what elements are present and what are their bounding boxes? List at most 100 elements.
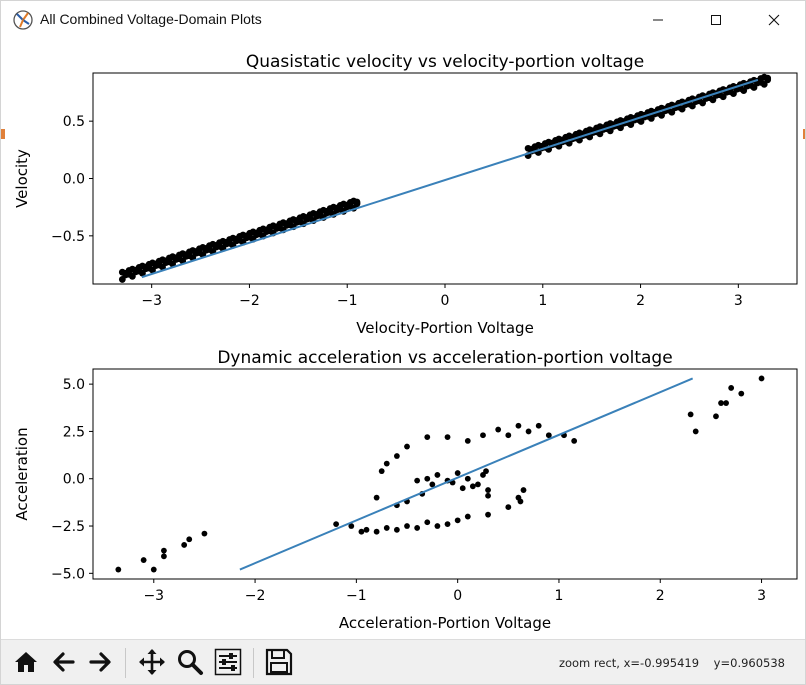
close-icon (768, 14, 780, 26)
x-tick-label: 0 (453, 588, 462, 604)
data-point (150, 566, 157, 573)
data-point (713, 413, 719, 420)
data-point (464, 513, 471, 520)
window-title: All Combined Voltage-Domain Plots (40, 11, 262, 27)
y-tick-label: −5.0 (51, 566, 85, 582)
data-point (723, 400, 729, 406)
data-point (140, 557, 147, 563)
back-arrow-icon (53, 652, 75, 672)
pan-icon (139, 649, 165, 675)
toolbar-separator (253, 648, 254, 678)
data-point (525, 428, 532, 435)
data-point (383, 525, 390, 531)
y-tick-label: 0.0 (63, 172, 85, 188)
maximize-icon (711, 15, 721, 25)
data-point (692, 428, 699, 435)
forward-button[interactable] (84, 646, 116, 678)
data-point (571, 437, 578, 444)
data-point (535, 422, 542, 429)
data-point (515, 422, 522, 429)
data-point (429, 481, 436, 488)
background-window-edge (803, 129, 805, 139)
data-point (404, 523, 410, 529)
data-point (424, 475, 431, 482)
x-tick-label: 2 (656, 588, 665, 604)
x-axis-label: Acceleration-Portion Voltage (339, 614, 551, 632)
data-point (348, 523, 355, 529)
pan-button[interactable] (136, 646, 168, 678)
x-tick-label: 2 (636, 293, 645, 309)
plot-area (118, 73, 772, 283)
y-axis-label: Velocity (13, 149, 31, 208)
zoom-icon (178, 650, 203, 675)
data-point (505, 432, 512, 439)
x-tick-label: 3 (757, 588, 766, 604)
zoom-button[interactable] (174, 646, 206, 678)
data-point (764, 74, 772, 82)
fit-line (239, 377, 694, 571)
data-point (495, 426, 502, 433)
data-point (393, 526, 400, 533)
x-axis-label: Velocity-Portion Voltage (356, 319, 534, 337)
data-point (378, 468, 385, 475)
data-point (393, 453, 400, 459)
data-point (383, 460, 390, 467)
data-point (424, 434, 431, 441)
data-point (358, 528, 365, 535)
velocity-chart: Quasistatic velocity vs velocity-portion… (13, 52, 798, 337)
minimize-button[interactable] (635, 1, 681, 39)
data-point (186, 536, 193, 543)
title-bar[interactable]: All Combined Voltage-Domain Plots (1, 1, 805, 39)
data-point (161, 553, 167, 560)
chart-title: Dynamic acceleration vs acceleration-por… (217, 348, 672, 368)
data-point (485, 511, 491, 518)
app-icon (13, 10, 33, 30)
data-point (464, 437, 471, 444)
forward-arrow-icon (89, 652, 111, 672)
close-button[interactable] (751, 1, 797, 39)
data-point (480, 432, 486, 439)
data-point (758, 375, 765, 382)
back-button[interactable] (48, 646, 80, 678)
x-tick-label: −3 (143, 588, 164, 604)
plot-area (115, 375, 765, 573)
data-point (485, 492, 491, 499)
maximize-button[interactable] (693, 1, 739, 39)
data-point (738, 390, 745, 397)
y-axis-label: Acceleration (13, 427, 31, 520)
data-point (687, 411, 694, 418)
x-tick-label: −1 (346, 588, 367, 604)
data-point (444, 521, 451, 528)
data-point (161, 547, 167, 554)
data-point (520, 487, 527, 493)
x-tick-label: −2 (245, 588, 266, 604)
y-tick-label: 0.0 (63, 472, 85, 488)
data-point (475, 481, 481, 488)
figure-svg[interactable]: Quasistatic velocity vs velocity-portion… (1, 39, 806, 639)
x-tick-label: 3 (734, 293, 743, 309)
x-tick-label: −1 (337, 293, 358, 309)
home-button[interactable] (10, 646, 42, 678)
save-button[interactable] (263, 646, 295, 678)
data-point (424, 519, 431, 526)
y-tick-label: −2.5 (51, 519, 85, 535)
figure-canvas[interactable]: Quasistatic velocity vs velocity-portion… (1, 39, 806, 639)
x-tick-label: 0 (441, 293, 450, 309)
configure-subplots-icon (214, 648, 242, 676)
navigation-toolbar: zoom rect, x=-0.995419 y=0.960538 (1, 639, 805, 684)
configure-subplots-button[interactable] (212, 646, 244, 678)
data-point (201, 530, 208, 537)
data-point (414, 477, 421, 484)
x-tick-label: 1 (538, 293, 547, 309)
data-point (454, 470, 461, 476)
data-point (485, 487, 491, 493)
acceleration-chart: Dynamic acceleration vs acceleration-por… (13, 348, 798, 632)
data-point (363, 526, 370, 533)
data-point (728, 385, 735, 391)
y-tick-label: 0.5 (63, 114, 85, 130)
data-point (414, 525, 421, 531)
y-tick-label: −0.5 (51, 229, 85, 245)
data-point (373, 494, 380, 501)
axes-frame (92, 368, 798, 580)
data-point (483, 468, 489, 475)
